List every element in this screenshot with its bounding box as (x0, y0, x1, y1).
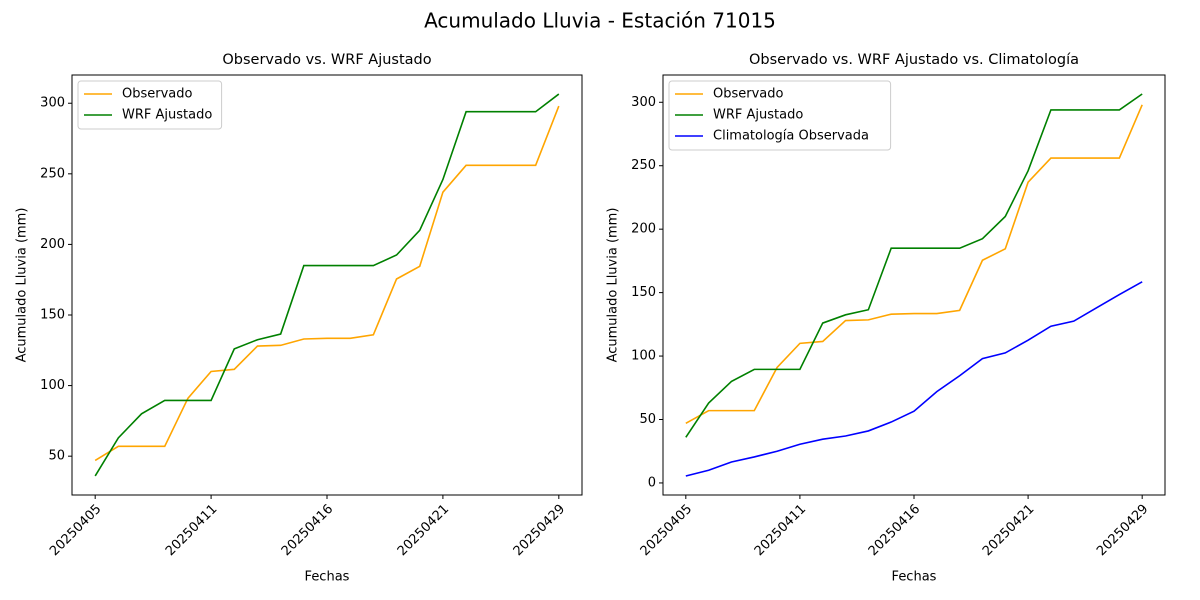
x-tick-label: 20250421 (980, 502, 1037, 559)
x-tick-label: 20250429 (1094, 502, 1151, 559)
data-line (94, 105, 560, 462)
y-tick-label: 100 (631, 349, 656, 364)
legend-label: Observado (122, 87, 193, 102)
legend-box (77, 80, 223, 130)
subplot-title: Observado vs. WRF Ajustado (222, 52, 431, 68)
data-line (94, 93, 560, 477)
y-tick-label: 200 (40, 237, 65, 252)
x-tick-label: 20250411 (163, 502, 220, 559)
subplot-title: Observado vs. WRF Ajustado vs. Climatolo… (749, 52, 1079, 68)
y-tick-label: 50 (639, 412, 656, 427)
axes-frame (662, 74, 1166, 496)
y-axis-label: Acumulado Lluvia (mm) (606, 208, 621, 363)
data-line (685, 93, 1143, 438)
data-line (685, 104, 1143, 425)
x-tick-label: 20250416 (866, 502, 923, 559)
x-tick-label: 20250405 (47, 502, 104, 559)
y-tick-label: 100 (40, 378, 65, 393)
x-axis-label: Fechas (892, 570, 937, 585)
x-tick-label: 20250405 (638, 502, 695, 559)
subplot: Observado vs. WRF Ajustado Fechas Acumulad… (15, 52, 583, 585)
x-tick-label: 20250421 (395, 502, 452, 559)
legend-box (668, 80, 892, 151)
legend-label: WRF Ajustado (713, 108, 803, 123)
legend-label: Climatología Observada (713, 129, 869, 144)
x-tick-label: 20250416 (279, 502, 336, 559)
y-tick-label: 150 (40, 308, 65, 323)
x-axis-label: Fechas (305, 570, 350, 585)
data-line (685, 281, 1143, 477)
x-tick-label: 20250429 (511, 502, 568, 559)
legend: Observado WRF Ajustado Climatología Observ… (668, 80, 892, 151)
figure-title: Acumulado Lluvia - Estación 71015 (424, 9, 776, 33)
y-tick-label: 150 (631, 285, 656, 300)
y-tick-label: 300 (40, 96, 65, 111)
x-tick-label: 20250411 (752, 502, 809, 559)
legend: Observado WRF Ajustado (77, 80, 223, 130)
y-tick-label: 50 (48, 449, 65, 464)
axes-frame (71, 74, 583, 496)
y-tick-label: 200 (631, 222, 656, 237)
legend-label: WRF Ajustado (122, 108, 212, 123)
legend-label: Observado (713, 87, 784, 102)
subplot: Observado vs. WRF Ajustado vs. Climatolo… (606, 52, 1166, 585)
y-axis-label: Acumulado Lluvia (mm) (15, 208, 30, 363)
y-tick-label: 300 (631, 95, 656, 110)
y-tick-label: 0 (648, 475, 656, 490)
y-tick-label: 250 (631, 158, 656, 173)
y-tick-label: 250 (40, 166, 65, 181)
